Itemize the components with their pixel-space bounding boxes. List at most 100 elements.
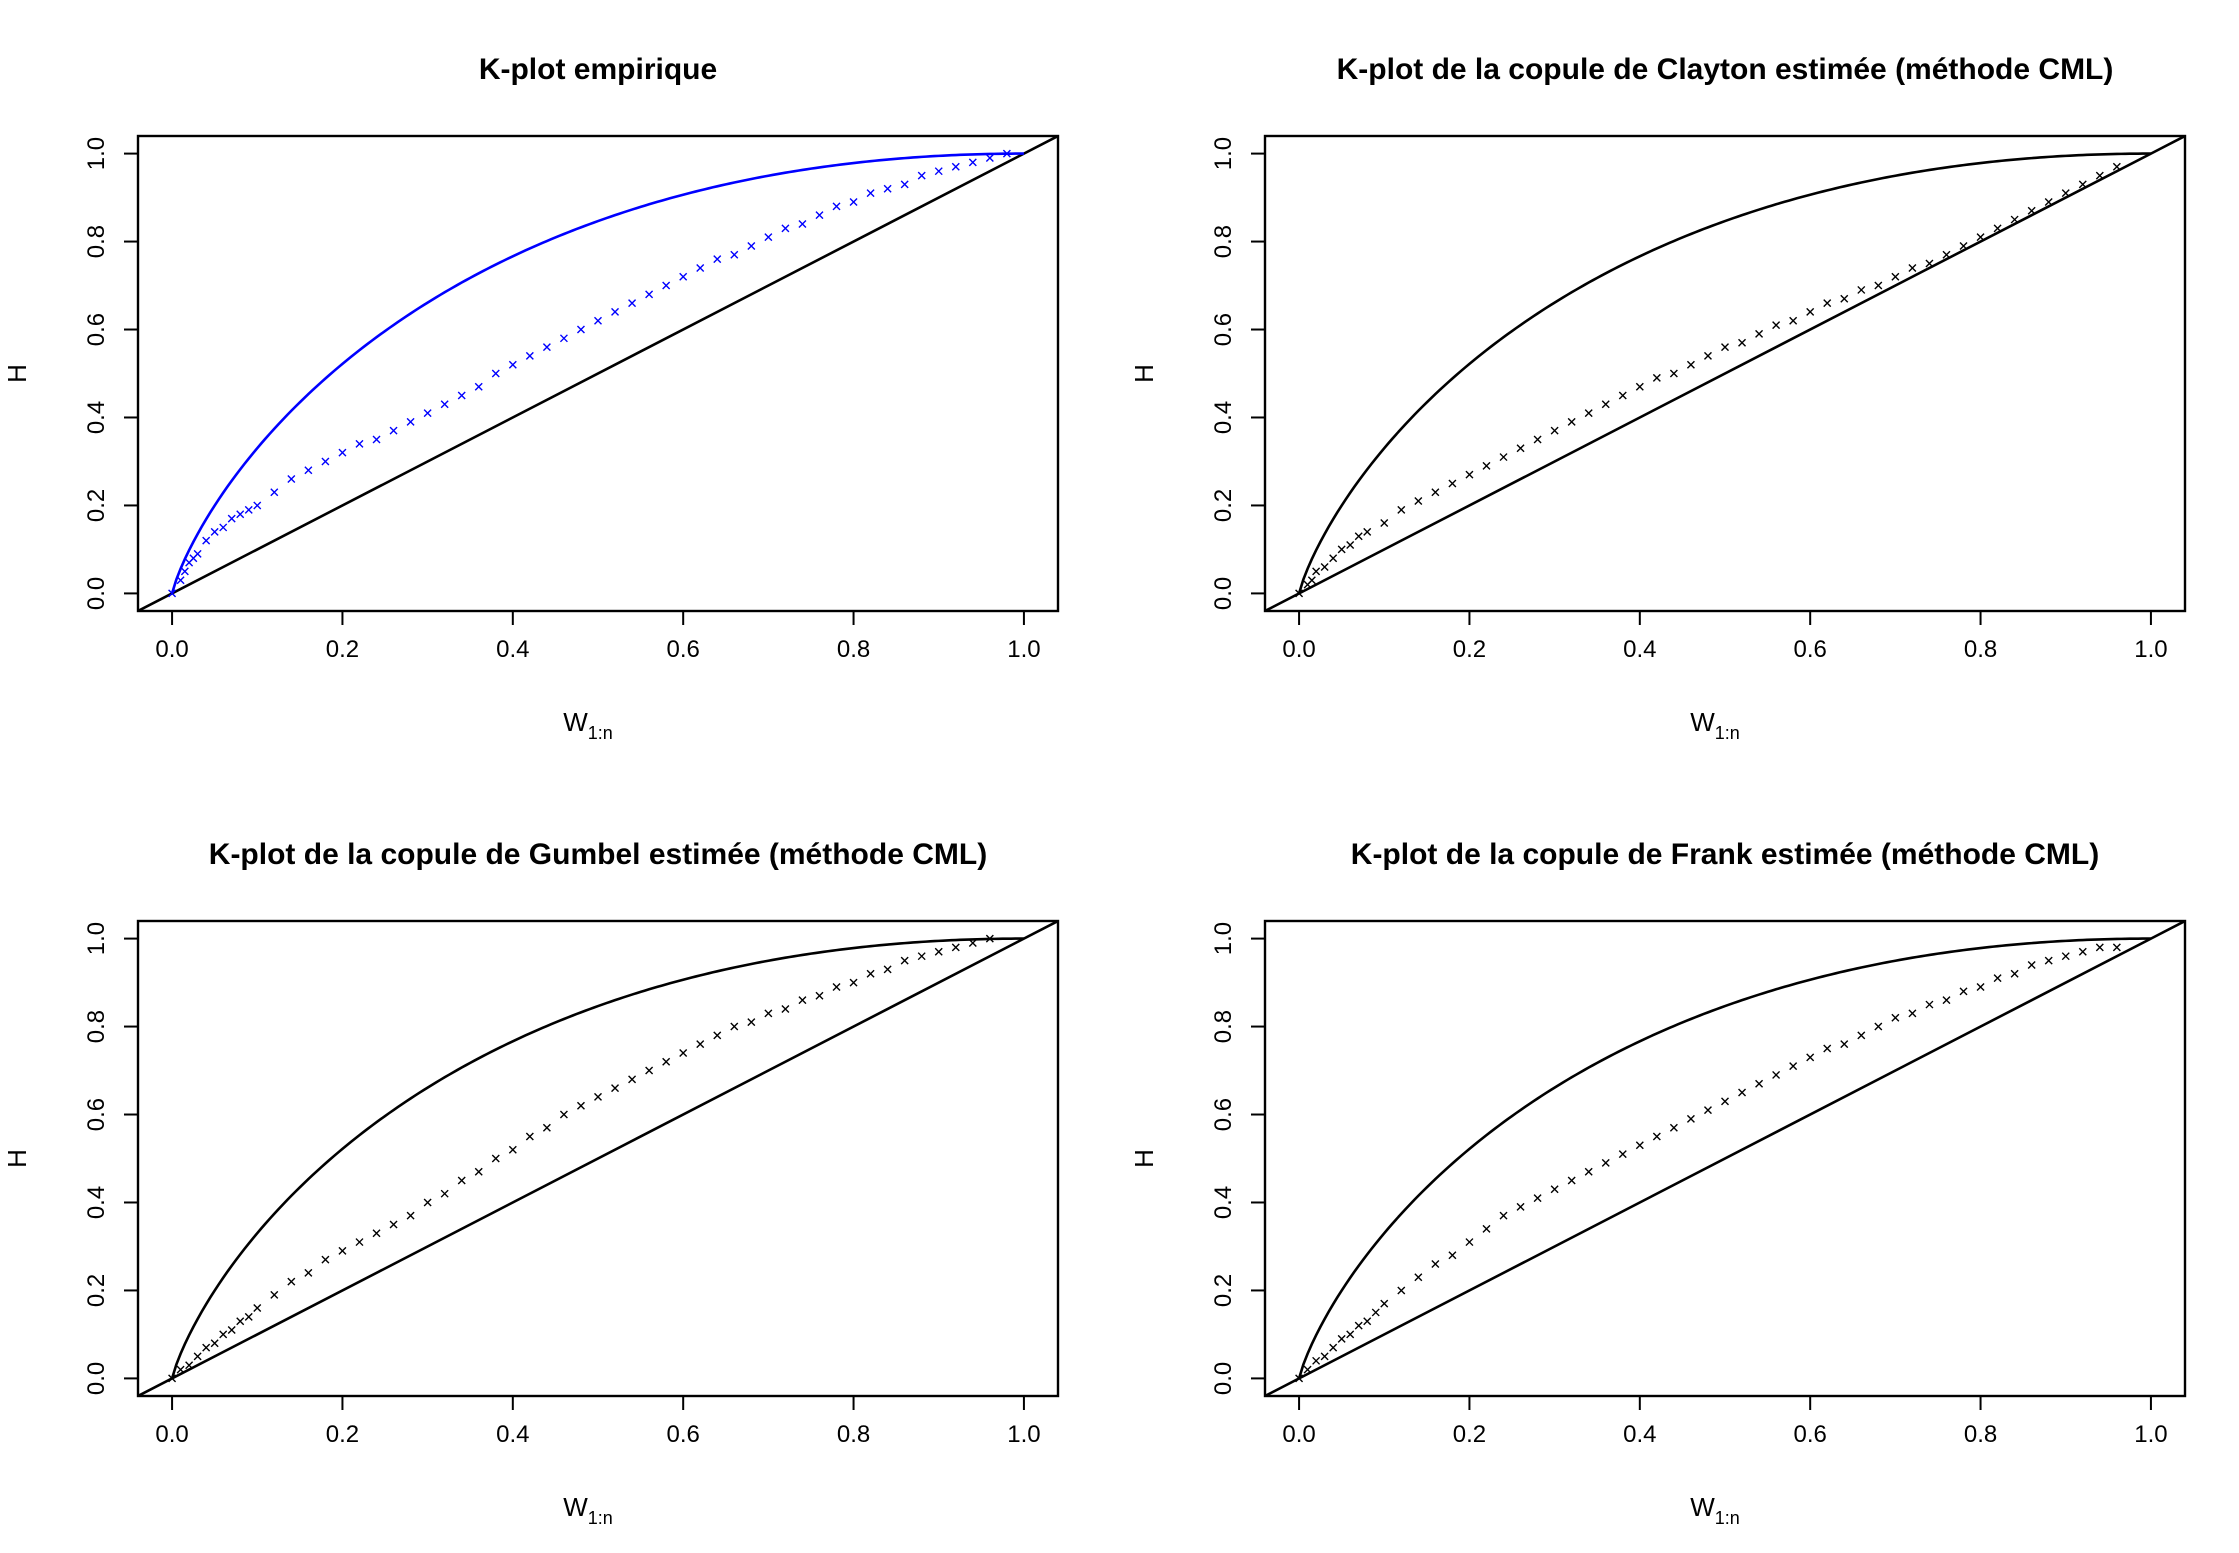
x-tick-label: 0.0	[1282, 636, 1315, 663]
data-point	[594, 1092, 602, 1101]
data-point	[253, 1304, 262, 1313]
x-axis-label: W1:n	[563, 707, 613, 743]
x-tick-label: 0.2	[326, 1421, 359, 1448]
data-point	[1925, 259, 1934, 268]
data-point	[1431, 1260, 1440, 1269]
data-point	[2078, 180, 2087, 189]
data-point	[1959, 987, 1968, 996]
chart-title: K-plot de la copule de Gumbel estimée (m…	[209, 838, 987, 871]
data-point	[747, 1018, 756, 1027]
data-point	[474, 382, 483, 391]
data-point	[1550, 426, 1559, 435]
data-point	[1908, 263, 1917, 272]
data-point	[1303, 1365, 1312, 1374]
data-point	[1414, 497, 1423, 506]
x-tick-label: 0.4	[496, 1421, 529, 1448]
data-point	[389, 1220, 398, 1229]
data-point	[696, 263, 705, 272]
data-point	[951, 943, 960, 952]
data-point	[168, 1374, 177, 1383]
data-point	[951, 162, 960, 171]
x-tick-label: 0.8	[837, 636, 870, 663]
data-point	[1550, 1185, 1559, 1194]
data-point	[1354, 1321, 1363, 1330]
x-tick-label: 0.6	[1793, 636, 1826, 663]
data-point	[406, 417, 415, 426]
data-point	[1789, 1062, 1798, 1071]
data-point	[1703, 351, 1712, 360]
data-point	[1448, 479, 1457, 488]
data-point	[202, 536, 211, 545]
data-point	[270, 1290, 279, 1299]
identity-line	[138, 136, 1058, 611]
data-point	[934, 947, 943, 956]
data-point	[1721, 1097, 1729, 1106]
data-point	[713, 255, 722, 264]
data-point	[2061, 189, 2070, 198]
data-point	[764, 233, 773, 242]
data-point	[2078, 947, 2087, 956]
data-point	[1312, 567, 1321, 576]
data-point	[1959, 241, 1968, 250]
data-point	[611, 1084, 620, 1093]
data-point	[355, 439, 364, 448]
data-point	[406, 1211, 415, 1220]
data-point	[244, 1312, 253, 1321]
data-point	[1499, 1211, 1508, 1220]
data-point	[1354, 532, 1363, 541]
data-point	[1295, 1374, 1304, 1383]
data-point	[1414, 1273, 1423, 1282]
data-point	[1533, 1194, 1542, 1203]
data-point	[1840, 294, 1849, 303]
x-tick-label: 0.8	[1964, 1421, 1997, 1448]
data-point	[1891, 272, 1900, 281]
y-tick-label: 0.2	[83, 1274, 110, 1307]
data-point	[832, 202, 841, 211]
x-tick-label: 0.4	[1623, 636, 1656, 663]
data-point	[1584, 409, 1593, 418]
data-point	[968, 938, 977, 947]
data-point	[1380, 519, 1389, 528]
data-point	[1337, 1334, 1346, 1343]
data-point	[1874, 1022, 1883, 1031]
y-tick-label: 0.8	[1210, 225, 1237, 258]
data-point	[542, 343, 551, 352]
data-point	[1601, 400, 1610, 409]
data-point	[985, 934, 994, 943]
data-point	[798, 219, 807, 228]
data-point	[1320, 563, 1329, 572]
data-point	[304, 466, 313, 475]
data-point	[1448, 1251, 1457, 1260]
data-point	[219, 523, 228, 532]
data-point	[1346, 541, 1355, 550]
data-point	[1618, 1150, 1627, 1159]
data-point	[525, 351, 534, 360]
data-point	[1346, 1330, 1355, 1339]
chart-title: K-plot de la copule de Frank estimée (mé…	[1351, 838, 2099, 871]
data-point	[219, 1330, 228, 1339]
y-tick-label: 0.4	[1210, 1186, 1237, 1219]
chart-panel-4: K-plot de la copule de Frank estimée (mé…	[1129, 838, 2187, 1528]
data-point	[1993, 974, 2002, 983]
y-tick-label: 0.6	[1210, 313, 1237, 346]
data-point	[372, 1229, 381, 1238]
data-point	[1567, 1176, 1576, 1185]
data-point	[236, 510, 245, 519]
data-point	[491, 369, 500, 378]
data-point	[866, 969, 875, 978]
x-tick-label: 0.0	[1282, 1421, 1315, 1448]
x-tick-label: 0.4	[496, 636, 529, 663]
y-axis-label: H	[2, 1149, 32, 1168]
data-point	[1652, 373, 1661, 382]
identity-line	[138, 921, 1058, 1396]
chart-panel-3: K-plot de la copule de Gumbel estimée (m…	[2, 838, 1060, 1528]
data-point	[1601, 1158, 1610, 1167]
data-point	[1618, 391, 1627, 400]
data-point	[576, 325, 585, 334]
data-point	[2027, 960, 2036, 969]
data-point	[798, 996, 807, 1005]
plot-frame	[136, 134, 1060, 613]
data-point	[1976, 233, 1985, 242]
plot-area	[1265, 921, 2185, 1396]
data-point	[2010, 969, 2019, 978]
